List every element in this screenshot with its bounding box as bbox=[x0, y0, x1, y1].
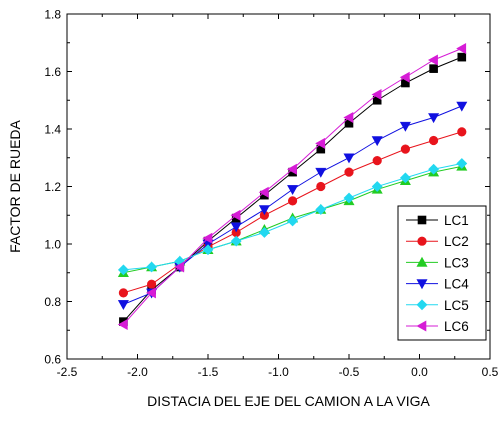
data-point-lc5 bbox=[146, 261, 158, 273]
legend-marker bbox=[416, 256, 428, 267]
data-point-lc5 bbox=[202, 244, 214, 256]
data-point-lc2 bbox=[344, 167, 354, 177]
y-tick-label: 1.2 bbox=[44, 180, 61, 194]
data-point-lc4 bbox=[315, 167, 327, 178]
x-tick-label: 0.0 bbox=[411, 365, 428, 379]
legend-label: LC5 bbox=[444, 298, 469, 313]
data-point-lc6 bbox=[174, 261, 185, 273]
data-point-lc4 bbox=[287, 185, 299, 195]
data-point-lc6 bbox=[145, 287, 156, 299]
y-tick-label: 1.4 bbox=[44, 123, 61, 137]
legend-marker bbox=[417, 215, 427, 225]
data-point-lc4 bbox=[117, 300, 129, 310]
legend-marker bbox=[417, 236, 427, 246]
data-point-lc4 bbox=[428, 113, 440, 124]
y-tick-label: 1.8 bbox=[44, 8, 61, 22]
data-point-lc4 bbox=[230, 222, 242, 233]
x-tick-label: -1.5 bbox=[198, 365, 219, 379]
data-point-lc5 bbox=[315, 204, 327, 215]
data-point-lc2 bbox=[118, 288, 128, 298]
legend-marker bbox=[416, 279, 428, 290]
data-point-lc2 bbox=[400, 144, 411, 154]
data-point-lc6 bbox=[117, 318, 128, 331]
data-point-lc2 bbox=[288, 196, 298, 206]
data-point-lc2 bbox=[147, 279, 157, 289]
data-point-lc5 bbox=[371, 181, 383, 192]
data-point-lc5 bbox=[428, 163, 440, 175]
data-point-lc5 bbox=[230, 235, 242, 247]
data-point-lc1 bbox=[457, 52, 467, 62]
legend-marker bbox=[416, 299, 428, 311]
data-point-lc5 bbox=[399, 172, 411, 184]
x-tick-label: -0.5 bbox=[339, 365, 360, 379]
data-point-lc6 bbox=[456, 42, 467, 55]
y-axis-label: FACTOR DE RUEDA bbox=[7, 119, 23, 252]
data-point-lc5 bbox=[287, 215, 299, 227]
x-tick-label: -2.5 bbox=[57, 365, 78, 379]
legend-box bbox=[397, 205, 487, 341]
legend-entry-lc1: LC1 bbox=[406, 213, 469, 228]
legend-label: LC3 bbox=[444, 255, 469, 270]
data-point-lc2 bbox=[457, 127, 467, 137]
data-point-lc6 bbox=[230, 209, 241, 221]
y-tick-label: 1.0 bbox=[44, 238, 61, 252]
data-point-lc4 bbox=[456, 101, 468, 112]
data-point-lc2 bbox=[372, 156, 382, 166]
data-point-lc5 bbox=[258, 227, 270, 238]
x-axis-label: DISTACIA DEL EJE DEL CAMION A LA VIGA bbox=[147, 393, 430, 409]
legend-label: LC6 bbox=[444, 319, 469, 334]
x-tick-label: -1.0 bbox=[268, 365, 289, 379]
data-point-lc5 bbox=[456, 158, 468, 169]
data-point-lc6 bbox=[371, 88, 382, 101]
legend-entry-lc4: LC4 bbox=[406, 277, 469, 292]
legend-entry-lc6: LC6 bbox=[406, 319, 469, 334]
x-tick-label: -2.0 bbox=[127, 365, 148, 379]
data-point-lc5 bbox=[343, 192, 355, 204]
legend-entry-lc2: LC2 bbox=[406, 234, 469, 249]
legend-label: LC4 bbox=[444, 277, 469, 292]
legend-entry-lc5: LC5 bbox=[406, 298, 469, 313]
legend-label: LC2 bbox=[444, 234, 469, 249]
data-point-lc1 bbox=[429, 64, 438, 73]
data-point-lc4 bbox=[258, 205, 270, 216]
data-point-lc2 bbox=[316, 181, 326, 192]
legend: LC1 LC2 LC3 LC4 LC5 LC6 bbox=[397, 205, 487, 341]
x-tick-label: 0.5 bbox=[482, 365, 499, 379]
ticks-layer: -2.5 -2.0 -1.5 -1.0 -0.5 0.0 0.5 0.6 0.8 1.0 1.2 1.… bbox=[44, 8, 498, 380]
plot-layer bbox=[117, 42, 468, 331]
data-point-lc6 bbox=[258, 186, 269, 198]
legend-marker bbox=[416, 320, 427, 332]
legend-entry-lc3: LC3 bbox=[406, 255, 469, 270]
series-lc5 bbox=[117, 158, 468, 276]
data-point-lc4 bbox=[399, 121, 411, 132]
data-point-lc6 bbox=[315, 137, 326, 149]
data-point-lc6 bbox=[202, 232, 213, 244]
series-lc6 bbox=[117, 42, 467, 331]
data-point-lc6 bbox=[286, 163, 297, 175]
data-point-lc4 bbox=[371, 136, 383, 147]
y-tick-label: 1.6 bbox=[44, 65, 61, 79]
data-point-lc6 bbox=[399, 71, 410, 83]
data-point-lc6 bbox=[427, 54, 438, 66]
legend-label: LC1 bbox=[444, 213, 469, 228]
data-point-lc4 bbox=[343, 153, 355, 164]
data-point-lc6 bbox=[343, 111, 354, 124]
y-tick-label: 0.8 bbox=[44, 295, 61, 309]
data-point-lc5 bbox=[117, 264, 129, 276]
data-point-lc2 bbox=[429, 135, 439, 146]
y-tick-label: 0.6 bbox=[44, 353, 61, 367]
